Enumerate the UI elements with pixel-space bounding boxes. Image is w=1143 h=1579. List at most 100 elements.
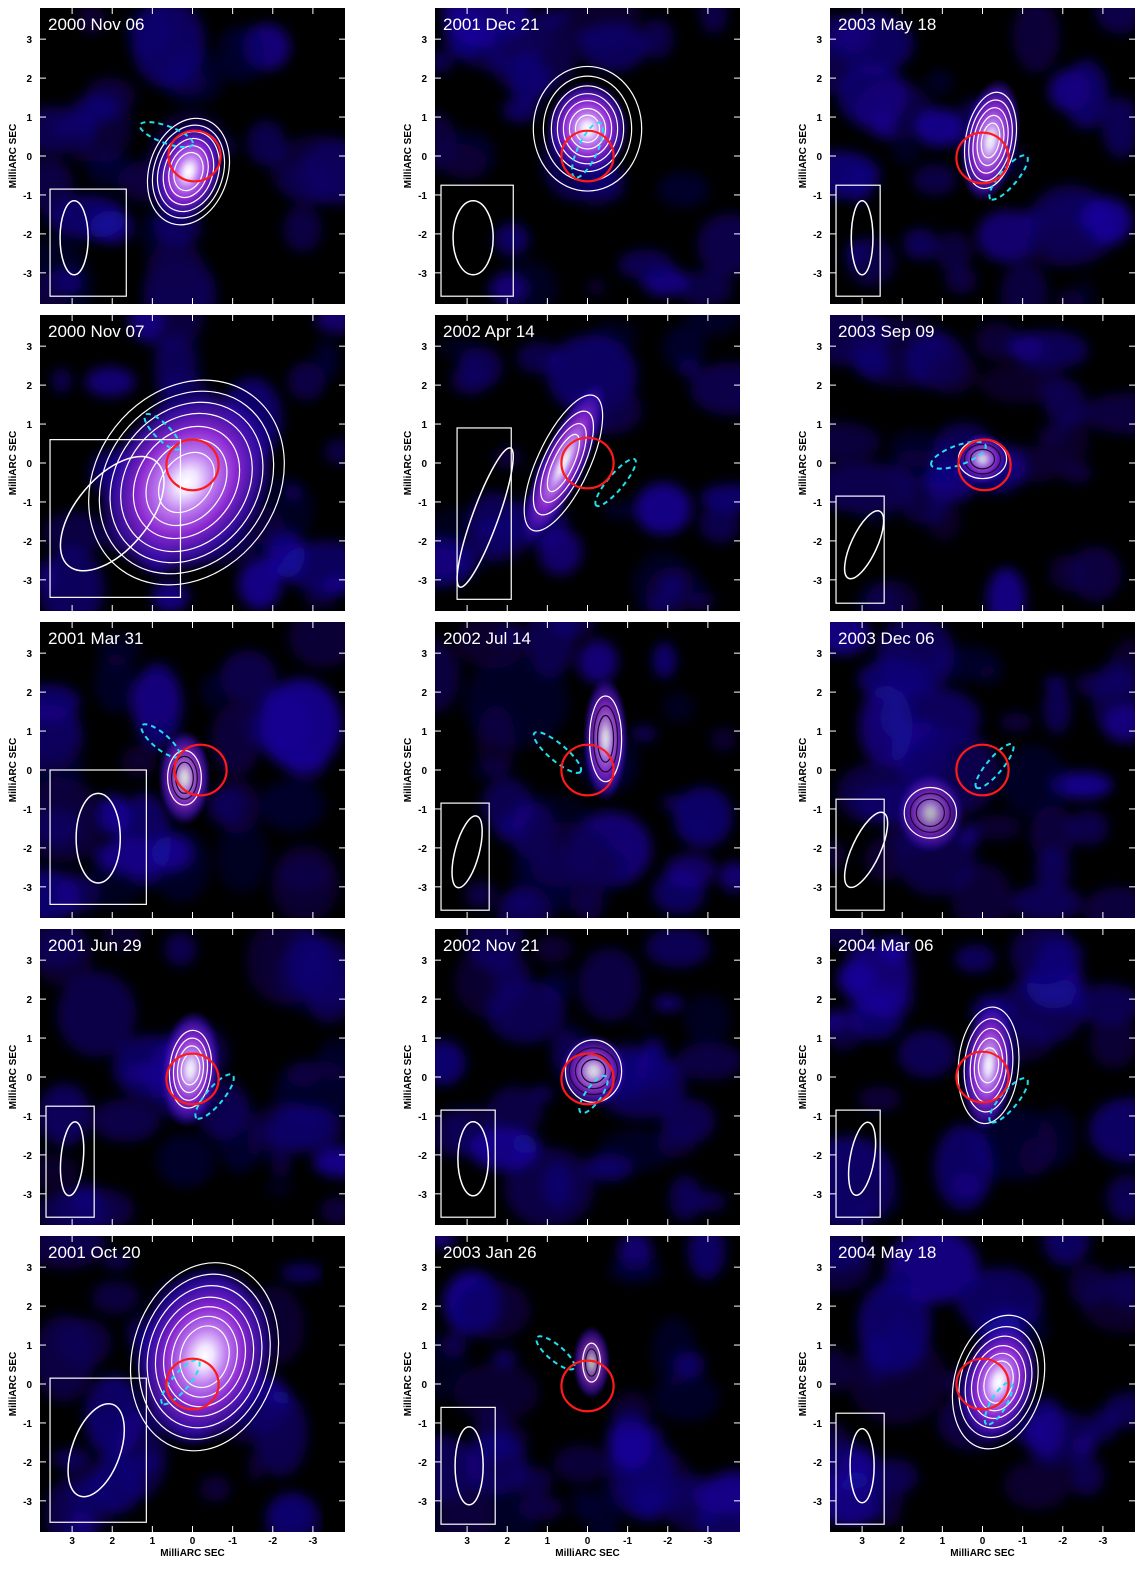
red-circle bbox=[165, 438, 220, 492]
contour-line bbox=[568, 1047, 619, 1096]
contour-line bbox=[138, 1273, 271, 1440]
contour-line bbox=[540, 423, 587, 503]
y-tick-label: 3 bbox=[816, 649, 822, 660]
y-tick-label: -2 bbox=[813, 537, 822, 548]
contour-line bbox=[964, 91, 1018, 190]
y-tick-label: 3 bbox=[816, 956, 822, 967]
y-tick-label: 1 bbox=[816, 113, 822, 124]
y-axis-label: MilliARC SEC bbox=[798, 1352, 809, 1416]
y-tick-label: 0 bbox=[816, 1073, 822, 1084]
y-tick-label: 1 bbox=[816, 420, 822, 431]
y-tick-label: 0 bbox=[421, 1380, 427, 1391]
y-tick-label: -2 bbox=[418, 844, 427, 855]
epoch-label: 2001 Dec 21 bbox=[443, 15, 539, 34]
beam-box bbox=[440, 1406, 496, 1525]
y-tick-label: 0 bbox=[26, 1073, 32, 1084]
y-tick-label: 2 bbox=[421, 74, 427, 85]
beam-ellipse bbox=[457, 1121, 490, 1197]
x-tick-label: 2 bbox=[504, 1536, 510, 1547]
y-tick-label: -3 bbox=[813, 576, 822, 587]
contour-line bbox=[179, 1325, 230, 1389]
y-tick-label: 2 bbox=[26, 995, 32, 1006]
x-tick-label: -2 bbox=[268, 1536, 277, 1547]
epoch-label: 2001 Mar 31 bbox=[48, 629, 143, 648]
y-tick-label: 3 bbox=[816, 1263, 822, 1274]
cyan-dashed-ellipse bbox=[930, 440, 987, 470]
y-tick-label: 1 bbox=[816, 1341, 822, 1352]
y-tick-label: 2 bbox=[816, 688, 822, 699]
beam-ellipse bbox=[75, 792, 122, 884]
y-tick-label: -1 bbox=[23, 191, 32, 202]
y-axis-label: MilliARC SEC bbox=[798, 1045, 809, 1109]
y-tick-label: -1 bbox=[23, 498, 32, 509]
x-tick-label: -1 bbox=[623, 1536, 632, 1547]
map-panel: 2000 Nov 06 bbox=[40, 8, 345, 304]
y-tick-label: -2 bbox=[813, 844, 822, 855]
red-circle bbox=[165, 1357, 220, 1411]
y-tick-label: 2 bbox=[421, 381, 427, 392]
red-circle bbox=[955, 743, 1010, 797]
contour-line bbox=[154, 1296, 255, 1417]
contour-line bbox=[532, 410, 595, 516]
cyan-dashed-ellipse bbox=[532, 731, 583, 774]
y-tick-label: -2 bbox=[418, 537, 427, 548]
beam-box bbox=[49, 769, 147, 905]
contours bbox=[129, 1262, 280, 1452]
beam-box bbox=[49, 439, 182, 598]
red-circle bbox=[560, 743, 615, 797]
epoch-label: 2000 Nov 07 bbox=[48, 322, 144, 341]
epoch-label: 2003 Dec 06 bbox=[838, 629, 934, 648]
y-tick-label: -2 bbox=[23, 1151, 32, 1162]
y-tick-label: -3 bbox=[418, 1497, 427, 1508]
epoch-label: 2001 Jun 29 bbox=[48, 936, 142, 955]
x-axis-label: MilliARC SEC bbox=[555, 1548, 619, 1559]
y-axis-label: MilliARC SEC bbox=[403, 1045, 414, 1109]
map-panel: 2002 Apr 14 bbox=[435, 315, 740, 611]
beam-box bbox=[456, 427, 512, 600]
contour-line bbox=[562, 100, 613, 158]
red-circle bbox=[167, 129, 222, 183]
contours bbox=[588, 695, 623, 783]
y-tick-label: -2 bbox=[418, 230, 427, 241]
y-tick-label: -2 bbox=[23, 537, 32, 548]
contour-line bbox=[963, 1018, 1014, 1113]
map-panel: 2001 Dec 21 bbox=[435, 8, 740, 304]
y-tick-label: 0 bbox=[26, 459, 32, 470]
contour-line bbox=[596, 714, 615, 763]
y-tick-label: 3 bbox=[26, 1263, 32, 1274]
contour-line bbox=[977, 1352, 1020, 1412]
y-tick-label: 1 bbox=[816, 1034, 822, 1045]
beam-ellipse bbox=[847, 1121, 877, 1197]
map-panel: 2001 Oct 20 bbox=[40, 1236, 345, 1532]
y-axis-label: MilliARC SEC bbox=[8, 431, 19, 495]
contour-line bbox=[163, 1306, 247, 1408]
y-tick-label: -3 bbox=[813, 1190, 822, 1201]
x-tick-label: 3 bbox=[859, 1536, 865, 1547]
beam-ellipse bbox=[456, 447, 514, 588]
epoch-label: 2003 May 18 bbox=[838, 15, 936, 34]
y-tick-label: -2 bbox=[813, 1151, 822, 1162]
contour-line bbox=[523, 394, 604, 532]
contour-line bbox=[132, 425, 241, 540]
map-panel: 2003 Sep 09 bbox=[830, 315, 1135, 611]
y-tick-label: 3 bbox=[421, 956, 427, 967]
y-tick-label: 1 bbox=[421, 1341, 427, 1352]
x-tick-label: 1 bbox=[150, 1536, 156, 1547]
x-tick-label: -3 bbox=[308, 1536, 317, 1547]
y-axis-label: MilliARC SEC bbox=[8, 1352, 19, 1416]
source-emission bbox=[96, 387, 277, 578]
noise-field bbox=[435, 622, 740, 918]
y-tick-label: 3 bbox=[421, 649, 427, 660]
x-tick-label: -3 bbox=[703, 1536, 712, 1547]
y-tick-label: -1 bbox=[813, 1419, 822, 1430]
y-axis-label: MilliARC SEC bbox=[403, 124, 414, 188]
beam-ellipse bbox=[849, 1428, 875, 1504]
contours bbox=[523, 394, 604, 532]
y-tick-label: -2 bbox=[23, 230, 32, 241]
contour-line bbox=[964, 1335, 1033, 1429]
y-tick-label: -1 bbox=[418, 498, 427, 509]
y-tick-label: -3 bbox=[23, 1190, 32, 1201]
contour-line bbox=[970, 1345, 1027, 1420]
noise-field bbox=[435, 315, 740, 611]
